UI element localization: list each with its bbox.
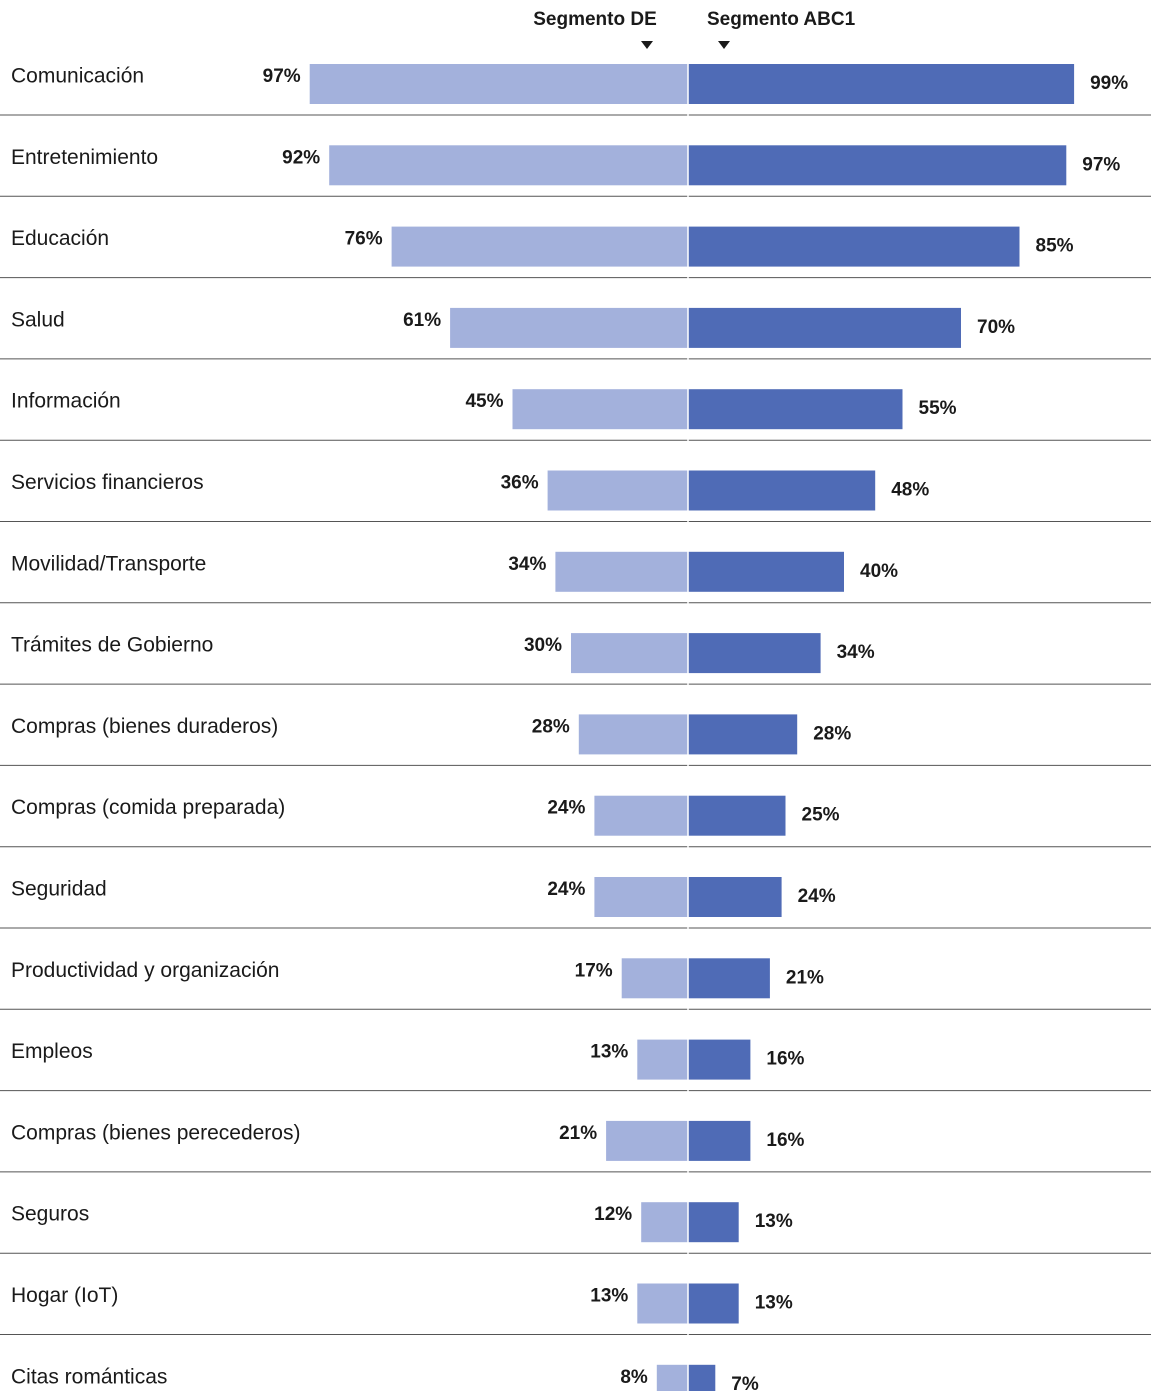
value-label: 97% [263,66,301,87]
bar [688,1120,751,1161]
bar [688,1283,739,1324]
legend-label: Segmento DE [533,9,657,30]
value-label: 13% [755,1211,793,1232]
category-label: Compras (bienes duraderos) [11,715,278,738]
value-label: 17% [575,960,613,981]
value-label: 13% [755,1293,793,1314]
category-label: Seguros [11,1203,89,1226]
bar [688,64,1075,104]
value-label: 21% [559,1123,597,1144]
value-label: 76% [345,229,383,250]
bar [594,795,688,836]
bar [656,1364,688,1391]
category-label: Empleos [11,1040,93,1063]
value-label: 7% [731,1374,759,1391]
category-label: Hogar (IoT) [11,1284,118,1307]
category-label: Comunicación [11,65,144,88]
bar [688,1202,739,1243]
value-label: 40% [860,561,898,582]
bar [688,633,821,674]
bar [578,714,688,755]
value-label: 99% [1090,73,1128,94]
value-label: 61% [403,310,441,331]
legend-label: Segmento ABC1 [707,9,856,30]
bar [637,1283,688,1324]
value-label: 24% [547,879,585,900]
bar [688,1039,751,1080]
bar [637,1039,688,1080]
bar [688,714,798,755]
bar [688,795,786,836]
value-label: 85% [1036,236,1074,257]
category-label: Productividad y organización [11,959,280,982]
value-label: 13% [590,1042,628,1063]
category-label: Movilidad/Transporte [11,552,206,575]
value-label: 13% [590,1286,628,1307]
value-label: 30% [524,635,562,656]
value-label: 24% [798,886,836,907]
category-label: Servicios financieros [11,471,204,494]
value-label: 24% [547,798,585,819]
value-label: 48% [891,480,929,501]
value-label: 21% [786,967,824,988]
bar [688,1364,716,1391]
bar [391,226,688,267]
bar [688,226,1020,267]
value-label: 16% [766,1130,804,1151]
bar [309,64,688,104]
value-label: 70% [977,317,1015,338]
bar [688,389,903,430]
value-label: 16% [766,1049,804,1070]
value-label: 55% [919,398,957,419]
bar [450,307,688,348]
bar [621,958,688,999]
legend-arrow [641,41,653,49]
value-label: 36% [501,473,539,494]
category-label: Trámites de Gobierno [11,634,213,657]
category-label: Información [11,390,121,413]
bar [641,1202,688,1243]
category-label: Entretenimiento [11,146,158,169]
category-label: Salud [11,308,65,331]
value-label: 25% [802,805,840,826]
value-label: 97% [1082,154,1120,175]
bar [571,633,688,674]
value-label: 28% [813,723,851,744]
value-label: 12% [594,1204,632,1225]
bar [688,145,1067,186]
value-label: 92% [282,147,320,168]
bar [512,389,688,430]
category-label: Compras (comida preparada) [11,796,285,819]
category-label: Compras (bienes perecederos) [11,1121,300,1144]
category-label: Educación [11,227,109,250]
bar [688,307,961,348]
bar [688,551,844,592]
value-label: 45% [465,391,503,412]
value-label: 8% [620,1367,648,1388]
legend-arrow [718,41,730,49]
value-label: 34% [837,642,875,663]
bar [547,470,688,511]
bar [555,551,688,592]
bar [594,877,688,917]
category-label: Seguridad [11,878,107,901]
bar [688,877,782,917]
category-label: Citas románticas [11,1365,167,1388]
bar [329,145,688,186]
bar [606,1120,688,1161]
bar [688,958,770,999]
value-label: 34% [508,554,546,575]
bar [688,470,876,511]
value-label: 28% [532,716,570,737]
